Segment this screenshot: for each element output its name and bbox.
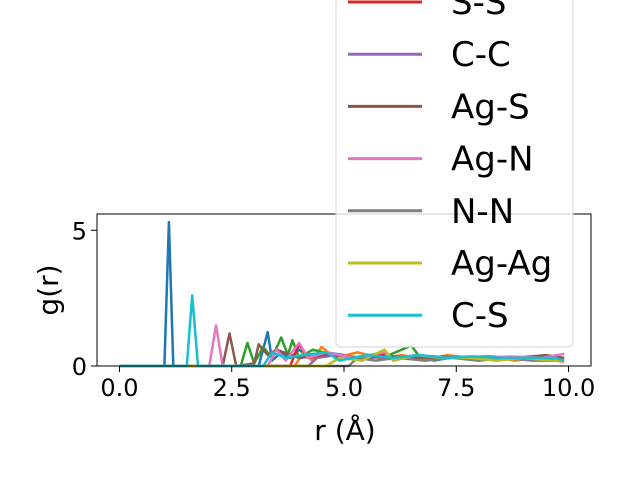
- legend-label: Ag-S: [451, 87, 530, 127]
- x-tick-label: 0.0: [100, 374, 138, 402]
- y-axis-label: g(r): [32, 264, 65, 315]
- legend: S-S C-C Ag-S Ag-N N-N Ag-Ag C-S: [335, 0, 574, 348]
- y-tick-label: 5: [72, 217, 87, 245]
- legend-box: [335, 0, 574, 348]
- x-tick-label: 10.0: [542, 374, 595, 402]
- x-tick-label: 7.5: [437, 374, 475, 402]
- legend-label: Ag-N: [451, 140, 534, 180]
- legend-label: C-C: [451, 35, 511, 75]
- axis-ticks: 0.0 2.5 5.0 7.5 10.0 0 5: [72, 217, 596, 402]
- x-tick-label: 5.0: [325, 374, 363, 402]
- legend-label: Ag-Ag: [451, 244, 552, 284]
- x-tick-label: 2.5: [213, 374, 251, 402]
- legend-label: N-N: [451, 192, 514, 232]
- legend-label: S-S: [451, 0, 506, 23]
- y-tick-label: 0: [72, 353, 87, 381]
- x-axis-label: r (Å): [314, 413, 375, 447]
- legend-label: C-S: [451, 296, 509, 336]
